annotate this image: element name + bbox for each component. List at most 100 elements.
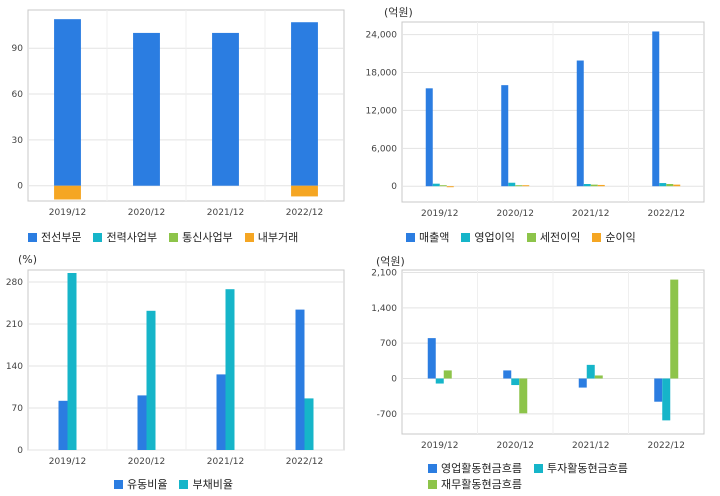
legend-swatch: [179, 480, 189, 489]
bar: [508, 182, 516, 187]
legend-label: 재무활동현금흐름: [441, 478, 522, 491]
legend-item[interactable]: 통신사업부: [169, 229, 233, 245]
y-tick-label: 700: [380, 339, 397, 349]
x-tick-label: 2022/12: [286, 457, 323, 467]
legend-item[interactable]: 재무활동현금흐름: [428, 476, 522, 492]
x-tick-label: 2020/12: [128, 457, 165, 467]
legend-label: 매출액: [419, 231, 450, 244]
legend-swatch: [406, 233, 415, 242]
chart-ratios: 0 70 140 210 280 2019/12 2020/12 2021/12 2022/12: [6, 269, 345, 467]
x-tick-label: 2022/12: [286, 208, 323, 218]
x-tick-label: 2021/12: [207, 457, 244, 467]
bar: [304, 398, 314, 450]
bar: [501, 85, 509, 187]
bar: [670, 279, 679, 379]
legend-item[interactable]: 세전이익: [526, 229, 581, 245]
legend-swatch: [428, 464, 437, 473]
bar: [58, 400, 68, 450]
y-tick-label: 70: [12, 404, 24, 414]
bar: [597, 184, 605, 187]
bar: [522, 185, 530, 187]
x-tick-label: 2019/12: [49, 457, 86, 467]
legend-swatch: [533, 464, 543, 473]
bar: [291, 185, 318, 197]
bar: [435, 378, 444, 384]
x-tick-label: 2019/12: [49, 208, 86, 218]
bar: [590, 184, 598, 187]
legend-swatch: [461, 233, 471, 242]
legend-item[interactable]: 영업활동현금흐름: [428, 460, 522, 476]
chart-legend: 영업활동현금흐름 투자활동현금흐름재무활동현금흐름: [428, 460, 668, 492]
bar: [659, 183, 667, 187]
chart-legend: 전선부문 전력사업부 통신사업부 내부거래: [28, 229, 358, 245]
legend-label: 투자활동현금흐름: [546, 462, 628, 475]
x-tick-label: 2021/12: [572, 209, 609, 219]
legend-item[interactable]: 내부거래: [244, 229, 299, 245]
legend-swatch: [114, 480, 123, 489]
bar: [578, 378, 587, 388]
x-tick-label: 2020/12: [497, 441, 534, 451]
chart-segment-sales: 0 30 60 90 2019/12 2020/12 2021/12 2022/12: [12, 9, 345, 218]
y-tick-label: 0: [391, 182, 397, 192]
bar: [511, 378, 520, 386]
bar: [432, 183, 440, 187]
legend-label: 전선부문: [41, 231, 82, 244]
y-tick-label: -700: [377, 410, 398, 420]
bar: [295, 309, 305, 450]
legend-item[interactable]: 매출액: [406, 229, 449, 245]
y-tick-label: 280: [6, 278, 23, 288]
legend-label: 내부거래: [257, 231, 299, 244]
y-tick-label: 24,000: [366, 31, 398, 41]
bar: [54, 19, 81, 186]
bar: [652, 31, 660, 187]
legend-item[interactable]: 유동비율: [114, 476, 167, 492]
y-tick-label: 30: [12, 136, 24, 146]
legend-swatch: [428, 480, 437, 489]
bar: [216, 374, 226, 450]
bar: [594, 375, 603, 379]
bar: [67, 273, 77, 450]
y-tick-label: 6,000: [371, 144, 397, 154]
x-tick-label: 2022/12: [648, 441, 685, 451]
legend-item[interactable]: 부채비율: [179, 476, 233, 492]
bar: [291, 22, 318, 186]
legend-label: 유동비율: [127, 478, 168, 491]
legend-item[interactable]: 영업이익: [461, 229, 515, 245]
bar: [146, 310, 156, 450]
y-tick-label: 2,100: [371, 269, 397, 279]
y-tick-label: 0: [17, 182, 23, 192]
bar: [503, 370, 512, 379]
bar: [425, 88, 433, 187]
legend-label: 세전이익: [539, 231, 581, 244]
legend-item[interactable]: 투자활동현금흐름: [533, 460, 628, 476]
chart-unit-label: (억원): [384, 6, 413, 19]
legend-item[interactable]: 순이익: [592, 229, 636, 245]
chart-cash-flow: -700 0 700 1,400 2,100 2019/12 2020/12 2021/12 2…: [371, 269, 705, 451]
bar: [519, 378, 528, 414]
legend-swatch: [244, 233, 254, 242]
bar: [515, 185, 523, 187]
y-tick-label: 140: [6, 362, 23, 372]
legend-swatch: [592, 233, 602, 242]
chart-legend: 유동비율 부채비율: [114, 476, 354, 492]
bar: [137, 395, 147, 450]
legend-label: 부채비율: [192, 478, 233, 491]
legend-swatch: [526, 233, 536, 242]
legend-label: 순이익: [605, 231, 636, 244]
legend-swatch: [169, 233, 179, 242]
x-tick-label: 2019/12: [421, 209, 458, 219]
legend-item[interactable]: 전선부문: [28, 229, 81, 245]
chart-unit-label: (억원): [376, 255, 405, 268]
bar: [446, 186, 454, 188]
bar: [666, 184, 674, 187]
legend-item[interactable]: 전력사업부: [93, 229, 157, 245]
legend-label: 통신사업부: [182, 231, 233, 244]
y-tick-label: 1,400: [371, 304, 397, 314]
chart-legend: 매출액 영업이익 세전이익 순이익: [406, 229, 716, 245]
legend-label: 영업활동현금흐름: [441, 462, 522, 475]
x-tick-label: 2019/12: [421, 441, 458, 451]
bar: [654, 378, 663, 402]
bar: [576, 60, 584, 187]
x-tick-label: 2020/12: [497, 209, 534, 219]
bar: [662, 378, 671, 421]
